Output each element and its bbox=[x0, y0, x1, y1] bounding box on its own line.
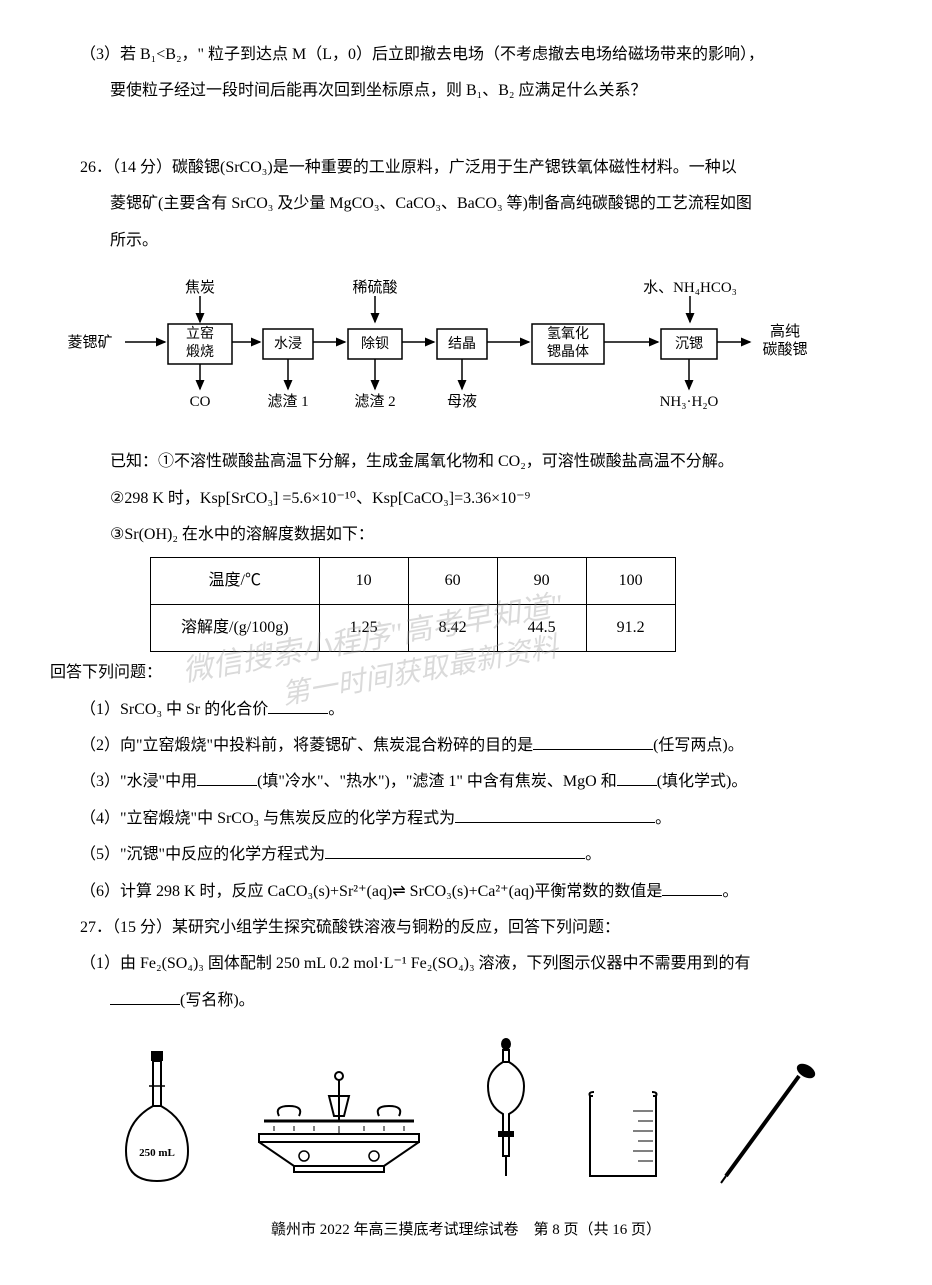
table-h1: 10 bbox=[319, 557, 408, 604]
flask-label: 250 mL bbox=[139, 1147, 175, 1159]
q26-6: （6）计算 298 K 时，反应 CaCO₃(s)+Sr²⁺(aq)⇌ SrCO… bbox=[50, 877, 882, 907]
q26-known-2: ②298 K 时，Ksp[SrCO₃] =5.6×10⁻¹⁰、Ksp[CaCO₃… bbox=[50, 484, 882, 514]
flow-out-b: 碳酸锶 bbox=[762, 341, 807, 358]
flow-left: 菱锶矿 bbox=[67, 334, 112, 351]
balance-icon bbox=[244, 1066, 434, 1186]
table-r4: 91.2 bbox=[586, 604, 675, 651]
q27-1-l1: （1）由 Fe₂(SO₄)₃ 固体配制 250 mL 0.2 mol·L⁻¹ F… bbox=[50, 949, 882, 979]
table-h2: 60 bbox=[408, 557, 497, 604]
flow-bot-4: 母液 bbox=[447, 393, 477, 410]
solubility-table: 温度/℃ 10 60 90 100 溶解度/(g/100g) 1.25 8.42… bbox=[150, 557, 676, 653]
q26-intro-l1: 26．（14 分）碳酸锶(SrCO₃)是一种重要的工业原料，广泛用于生产锶铁氧体… bbox=[50, 153, 882, 183]
q26-answer-label: 回答下列问题： bbox=[50, 658, 882, 688]
svg-text:氢氧化: 氢氧化 bbox=[547, 326, 589, 342]
beaker-icon bbox=[578, 1086, 668, 1186]
spacer bbox=[50, 113, 882, 153]
separating-funnel-icon bbox=[476, 1036, 536, 1186]
flow-top-2: 稀硫酸 bbox=[352, 279, 397, 296]
svg-text:锶晶体: 锶晶体 bbox=[547, 344, 589, 360]
q26-3: （3）"水浸"中用(填"冷水"、"热水")，"滤渣 1" 中含有焦炭、MgO 和… bbox=[50, 767, 882, 797]
flow-top-3: 水、NH₄HCO₃ bbox=[643, 279, 737, 296]
flow-out-a: 高纯 bbox=[770, 323, 800, 340]
table-r0: 溶解度/(g/100g) bbox=[151, 604, 320, 651]
q27-1-l2: (写名称)。 bbox=[50, 986, 882, 1016]
flow-box-4: 结晶 bbox=[448, 336, 476, 352]
table-h3: 90 bbox=[497, 557, 586, 604]
q26-1: （1）SrCO₃ 中 Sr 的化合价。 bbox=[50, 695, 882, 725]
q26-known-1: 已知：①不溶性碳酸盐高温下分解，生成金属氧化物和 CO₂，可溶性碳酸盐高温不分解… bbox=[50, 447, 882, 477]
volumetric-flask-icon: 250 mL bbox=[111, 1046, 201, 1186]
q26-4: （4）"立窑煅烧"中 SrCO₃ 与焦炭反应的化学方程式为。 bbox=[50, 804, 882, 834]
table-h0: 温度/℃ bbox=[151, 557, 320, 604]
q25-3-line1: （3）若 B₁<B₂，" 粒子到达点 M（L，0）后立即撤去电场（不考虑撤去电场… bbox=[50, 40, 882, 70]
flow-box-6: 沉锶 bbox=[675, 336, 703, 352]
q27-intro: 27．（15 分）某研究小组学生探究硫酸铁溶液与铜粉的反应，回答下列问题： bbox=[50, 913, 882, 943]
page-footer: 赣州市 2022 年高三摸底考试理综试卷 第 8 页（共 16 页） bbox=[50, 1216, 882, 1245]
svg-text:立窑: 立窑 bbox=[186, 325, 214, 342]
q26-intro-l3: 所示。 bbox=[50, 226, 882, 256]
flow-bot-2: 滤渣 1 bbox=[267, 393, 308, 410]
table-r3: 44.5 bbox=[497, 604, 586, 651]
q25-3-line2: 要使粒子经过一段时间后能再次回到坐标原点，则 B₁、B₂ 应满足什么关系？ bbox=[50, 76, 882, 106]
table-r2: 8.42 bbox=[408, 604, 497, 651]
apparatus-row: 250 mL bbox=[90, 1036, 842, 1186]
q26-intro-l2: 菱锶矿(主要含有 SrCO₃ 及少量 MgCO₃、CaCO₃、BaCO₃ 等)制… bbox=[50, 189, 882, 219]
q26-5: （5）"沉锶"中反应的化学方程式为。 bbox=[50, 840, 882, 870]
flow-bot-3: 滤渣 2 bbox=[354, 393, 395, 410]
svg-text:煅烧: 煅烧 bbox=[186, 344, 214, 360]
flow-box-3: 除钡 bbox=[361, 336, 389, 352]
q26-known-3: ③Sr(OH)₂ 在水中的溶解度数据如下： bbox=[50, 520, 882, 550]
table-h4: 100 bbox=[586, 557, 675, 604]
process-flow-diagram: 焦炭 稀硫酸 水、NH₄HCO₃ 菱锶矿 立窑 煅烧 水浸 除钡 结晶 氢氧化 … bbox=[50, 274, 830, 424]
flow-top-1: 焦炭 bbox=[185, 279, 215, 296]
table-r1: 1.25 bbox=[319, 604, 408, 651]
q26-2: （2）向"立窑煅烧"中投料前，将菱锶矿、焦炭混合粉碎的目的是(任写两点)。 bbox=[50, 731, 882, 761]
flow-bot-1: CO bbox=[190, 394, 211, 410]
glass-rod-icon bbox=[711, 1056, 821, 1186]
flow-box-2: 水浸 bbox=[274, 336, 302, 352]
flow-bot-5: NH₃·H₂O bbox=[660, 394, 719, 410]
